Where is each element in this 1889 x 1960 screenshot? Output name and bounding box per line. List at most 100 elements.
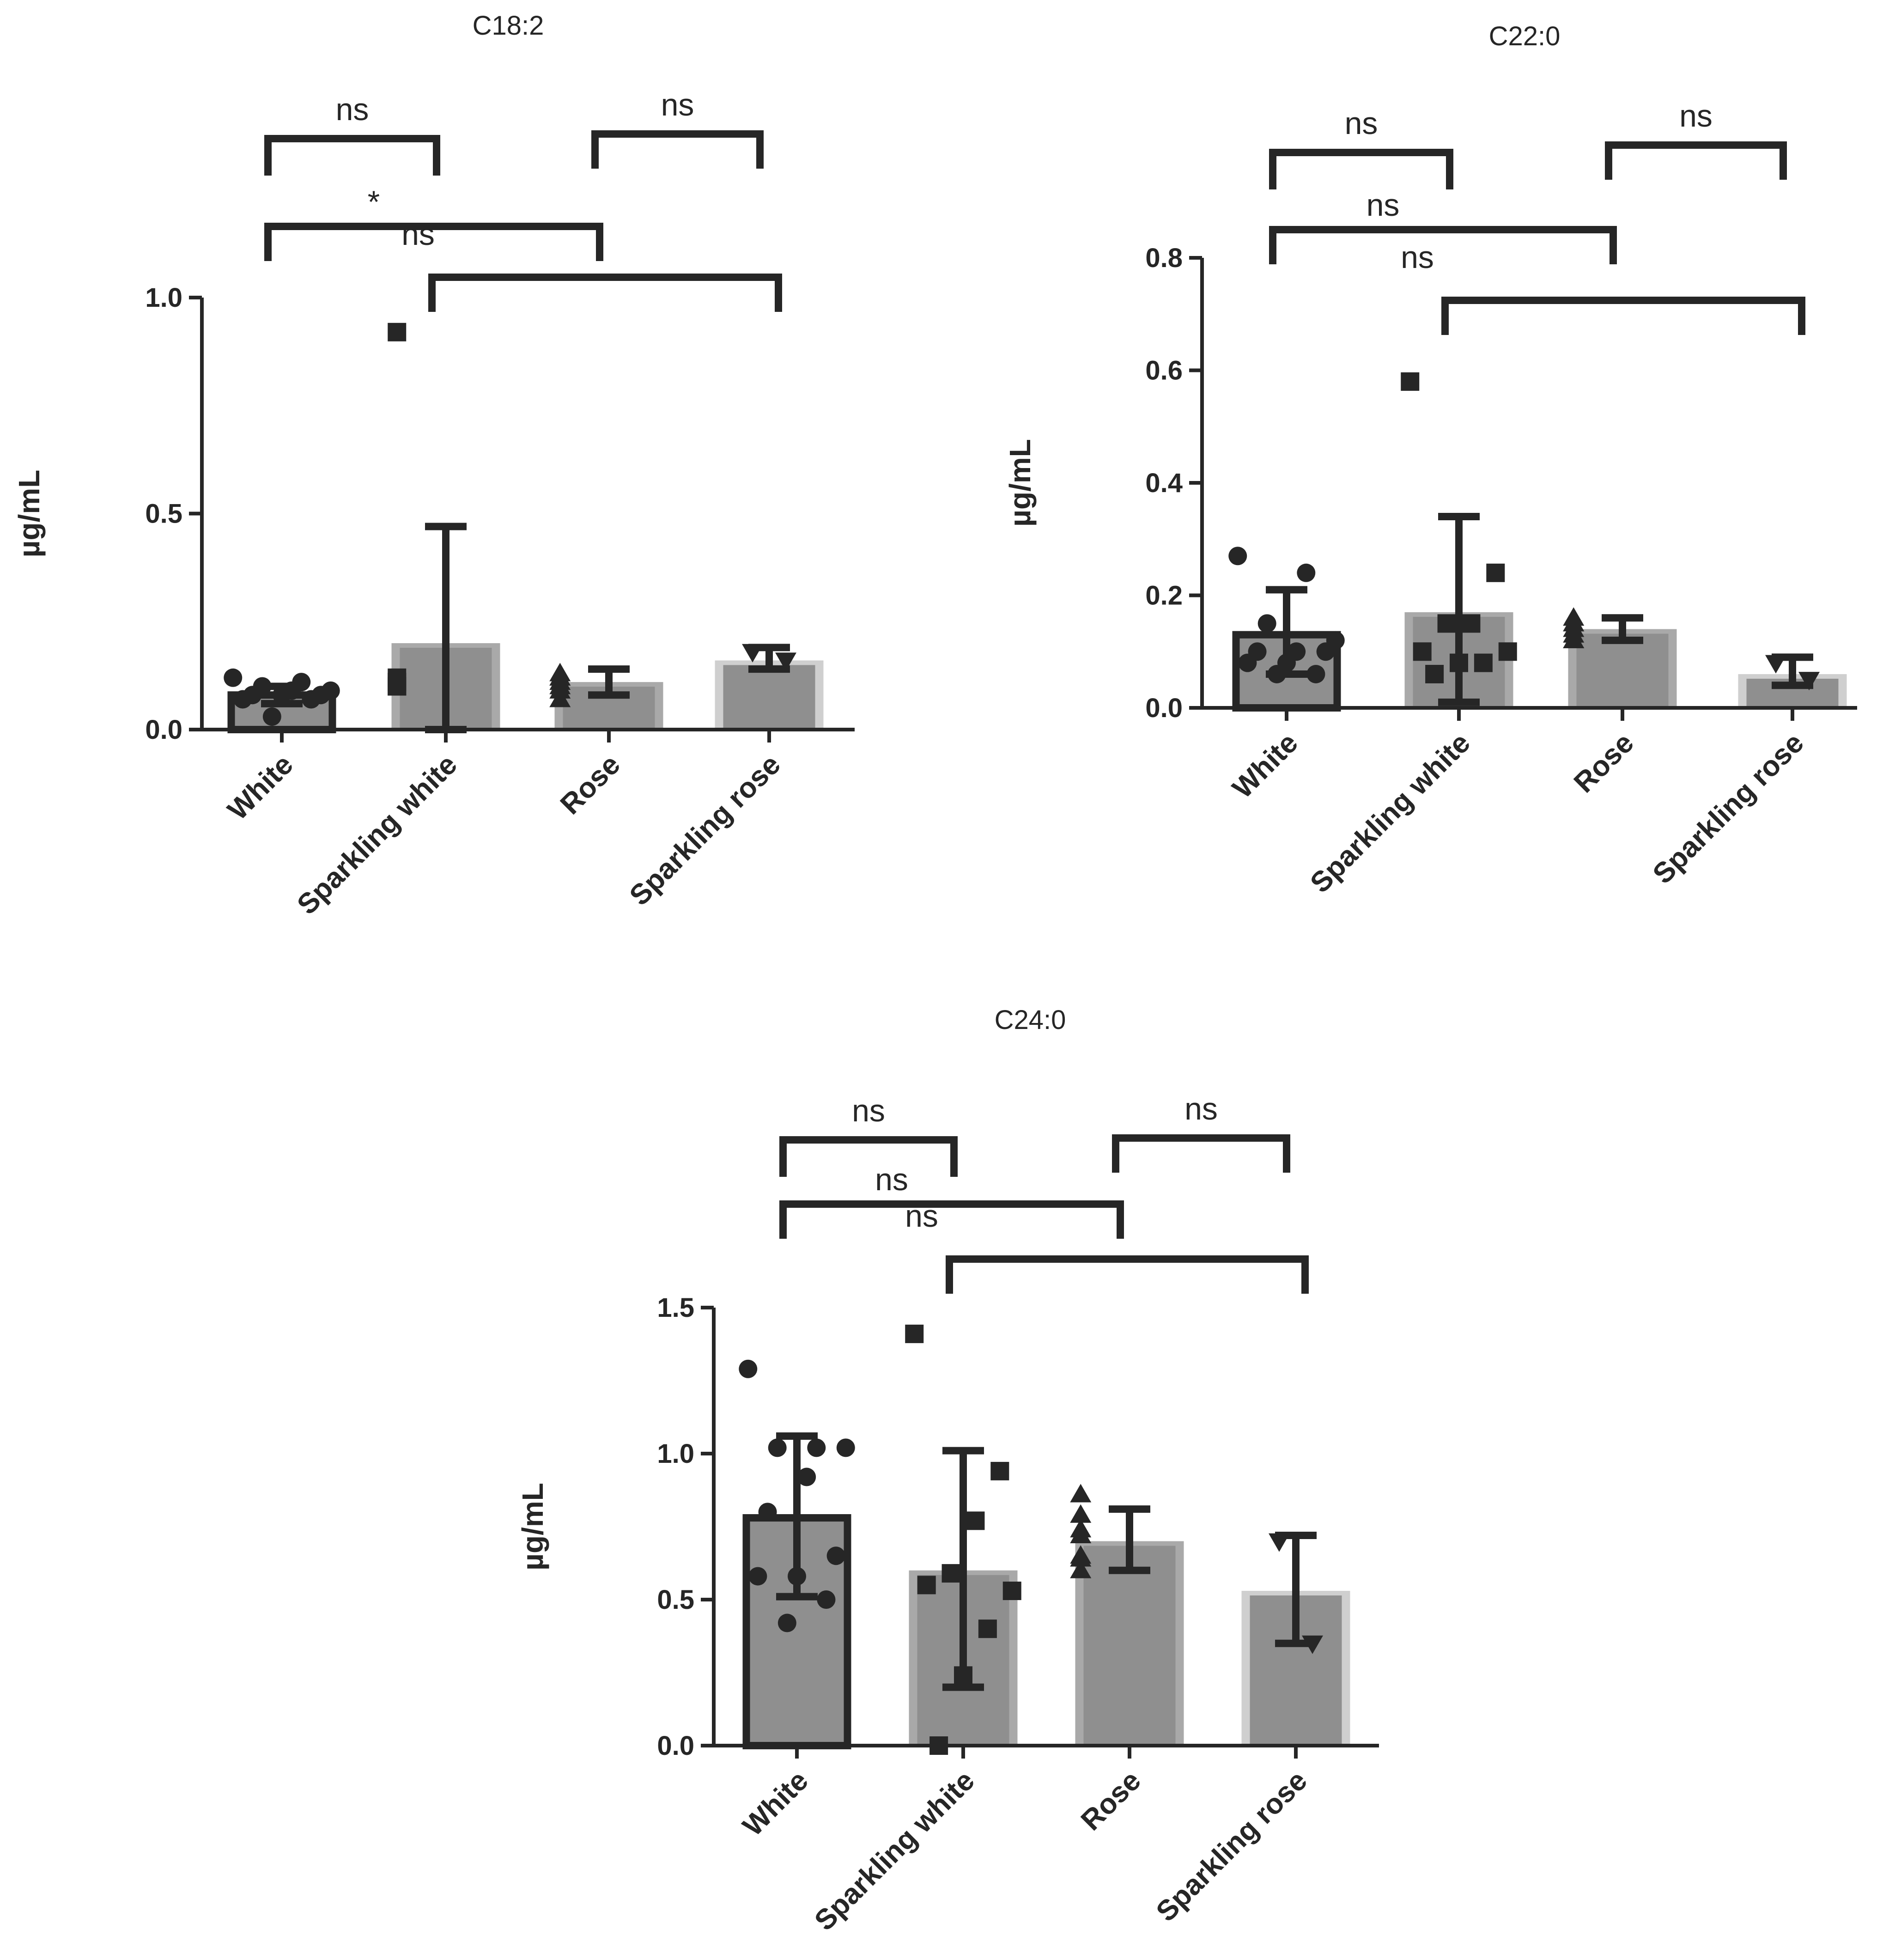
- y-axis-label: µg/mL: [12, 470, 46, 558]
- significance-label-2: *: [368, 184, 380, 219]
- significance-bracket-1: [591, 130, 764, 169]
- significance-bracket-0: [1269, 149, 1453, 189]
- data-point-1-6: [1474, 653, 1493, 672]
- x-tick-label: Sparkling rose: [1150, 1765, 1313, 1928]
- y-tick-label: 0.5: [145, 499, 182, 529]
- data-point-3-0: [1269, 1533, 1290, 1552]
- chart-title: C24:0: [995, 1005, 1066, 1035]
- data-point-0-6: [826, 1546, 845, 1565]
- data-point-2-3: [1070, 1524, 1092, 1543]
- significance-label-2: ns: [875, 1162, 908, 1197]
- y-tick-label: 1.0: [145, 283, 182, 313]
- x-tick-label: White: [1227, 727, 1304, 804]
- y-tick-label: 0.2: [1145, 581, 1183, 611]
- data-point-2-6: [1070, 1559, 1092, 1578]
- data-point-2-1: [1070, 1504, 1092, 1523]
- data-point-1-3: [1437, 614, 1456, 633]
- y-tick-label: 1.0: [657, 1439, 694, 1469]
- data-point-1-2: [966, 1511, 985, 1530]
- data-point-1-6: [388, 677, 407, 696]
- data-point-1-8: [1425, 664, 1444, 683]
- data-point-1-2: [1462, 614, 1481, 633]
- data-point-0-8: [1238, 653, 1257, 672]
- data-point-1-7: [954, 1666, 972, 1685]
- significance-label-1: ns: [1184, 1091, 1218, 1126]
- data-point-1-4: [917, 1576, 936, 1595]
- significance-bracket-1: [1605, 141, 1787, 180]
- y-tick-label: 0.8: [1145, 243, 1183, 273]
- data-point-1-4: [1413, 642, 1432, 661]
- y-axis-label: µg/mL: [516, 1483, 549, 1570]
- data-point-3-0: [742, 644, 763, 663]
- y-tick-label: 0.0: [1145, 693, 1183, 723]
- data-point-1-6: [978, 1619, 997, 1638]
- significance-bracket-3: [1441, 297, 1805, 335]
- x-tick-label: White: [737, 1765, 814, 1842]
- data-point-0-10: [777, 1613, 796, 1632]
- data-point-0-7: [788, 1567, 806, 1586]
- data-point-1-5: [1002, 1582, 1021, 1601]
- data-point-0-4: [797, 1467, 816, 1486]
- y-tick-label: 0.4: [1145, 468, 1183, 498]
- y-tick-label: 0.0: [657, 1731, 694, 1761]
- data-point-1-0: [388, 323, 407, 341]
- bar-2: [1083, 1546, 1176, 1746]
- significance-bracket-0: [264, 135, 440, 176]
- significance-bracket-2: [779, 1200, 1124, 1239]
- y-tick-label: 0.5: [657, 1585, 694, 1615]
- significance-bracket-2: [1269, 226, 1617, 264]
- data-point-0-2: [1257, 614, 1276, 633]
- x-tick-label: Sparkling rose: [1647, 727, 1810, 890]
- x-tick-label: Sparkling white: [808, 1765, 981, 1937]
- data-point-1-7: [1450, 653, 1468, 672]
- data-point-0-10: [262, 707, 281, 726]
- significance-label-1: ns: [661, 87, 694, 122]
- data-point-0-10: [1267, 664, 1286, 683]
- data-point-0-2: [768, 1438, 787, 1457]
- data-point-0-9: [817, 1590, 836, 1609]
- data-point-0-8: [233, 690, 252, 709]
- significance-bracket-0: [779, 1136, 958, 1177]
- data-point-1-1: [990, 1461, 1009, 1480]
- x-tick-label: Rose: [554, 749, 626, 821]
- bar-3: [723, 665, 815, 730]
- data-point-0-3: [836, 1438, 855, 1457]
- data-point-3-1: [1302, 1635, 1323, 1654]
- data-point-2-5: [1070, 1548, 1092, 1567]
- chart-title: C18:2: [473, 11, 544, 41]
- chart-title: C22:0: [1489, 21, 1561, 51]
- significance-label-3: ns: [905, 1199, 938, 1234]
- data-point-0-0: [1228, 547, 1247, 566]
- x-tick-label: Sparkling white: [1304, 727, 1476, 899]
- data-point-1-0: [1401, 372, 1420, 391]
- data-point-1-1: [1486, 563, 1505, 582]
- data-point-3-1: [1798, 672, 1820, 691]
- y-axis-label: µg/mL: [1003, 439, 1037, 527]
- data-point-1-5: [1498, 642, 1517, 661]
- data-point-0-1: [1297, 563, 1316, 582]
- data-point-0-8: [748, 1567, 767, 1586]
- data-point-3-0: [1765, 655, 1786, 674]
- x-tick-label: Rose: [1075, 1765, 1147, 1837]
- significance-label-3: ns: [1401, 240, 1434, 275]
- data-point-0-0: [739, 1359, 758, 1378]
- y-tick-label: 0.0: [145, 715, 182, 745]
- data-point-0-1: [807, 1438, 826, 1457]
- significance-bracket-2: [264, 223, 603, 261]
- data-point-0-7: [273, 686, 291, 705]
- significance-label-0: ns: [1345, 106, 1378, 141]
- x-tick-label: White: [222, 749, 299, 826]
- data-point-1-3: [941, 1564, 960, 1583]
- significance-bracket-3: [946, 1255, 1309, 1294]
- data-point-0-9: [302, 690, 321, 709]
- y-tick-label: 1.5: [657, 1293, 694, 1323]
- data-point-2-0: [1070, 1484, 1092, 1503]
- bar-2: [1576, 633, 1669, 708]
- data-point-0-0: [224, 668, 243, 687]
- data-point-0-6: [1316, 642, 1335, 661]
- data-point-1-0: [905, 1324, 924, 1343]
